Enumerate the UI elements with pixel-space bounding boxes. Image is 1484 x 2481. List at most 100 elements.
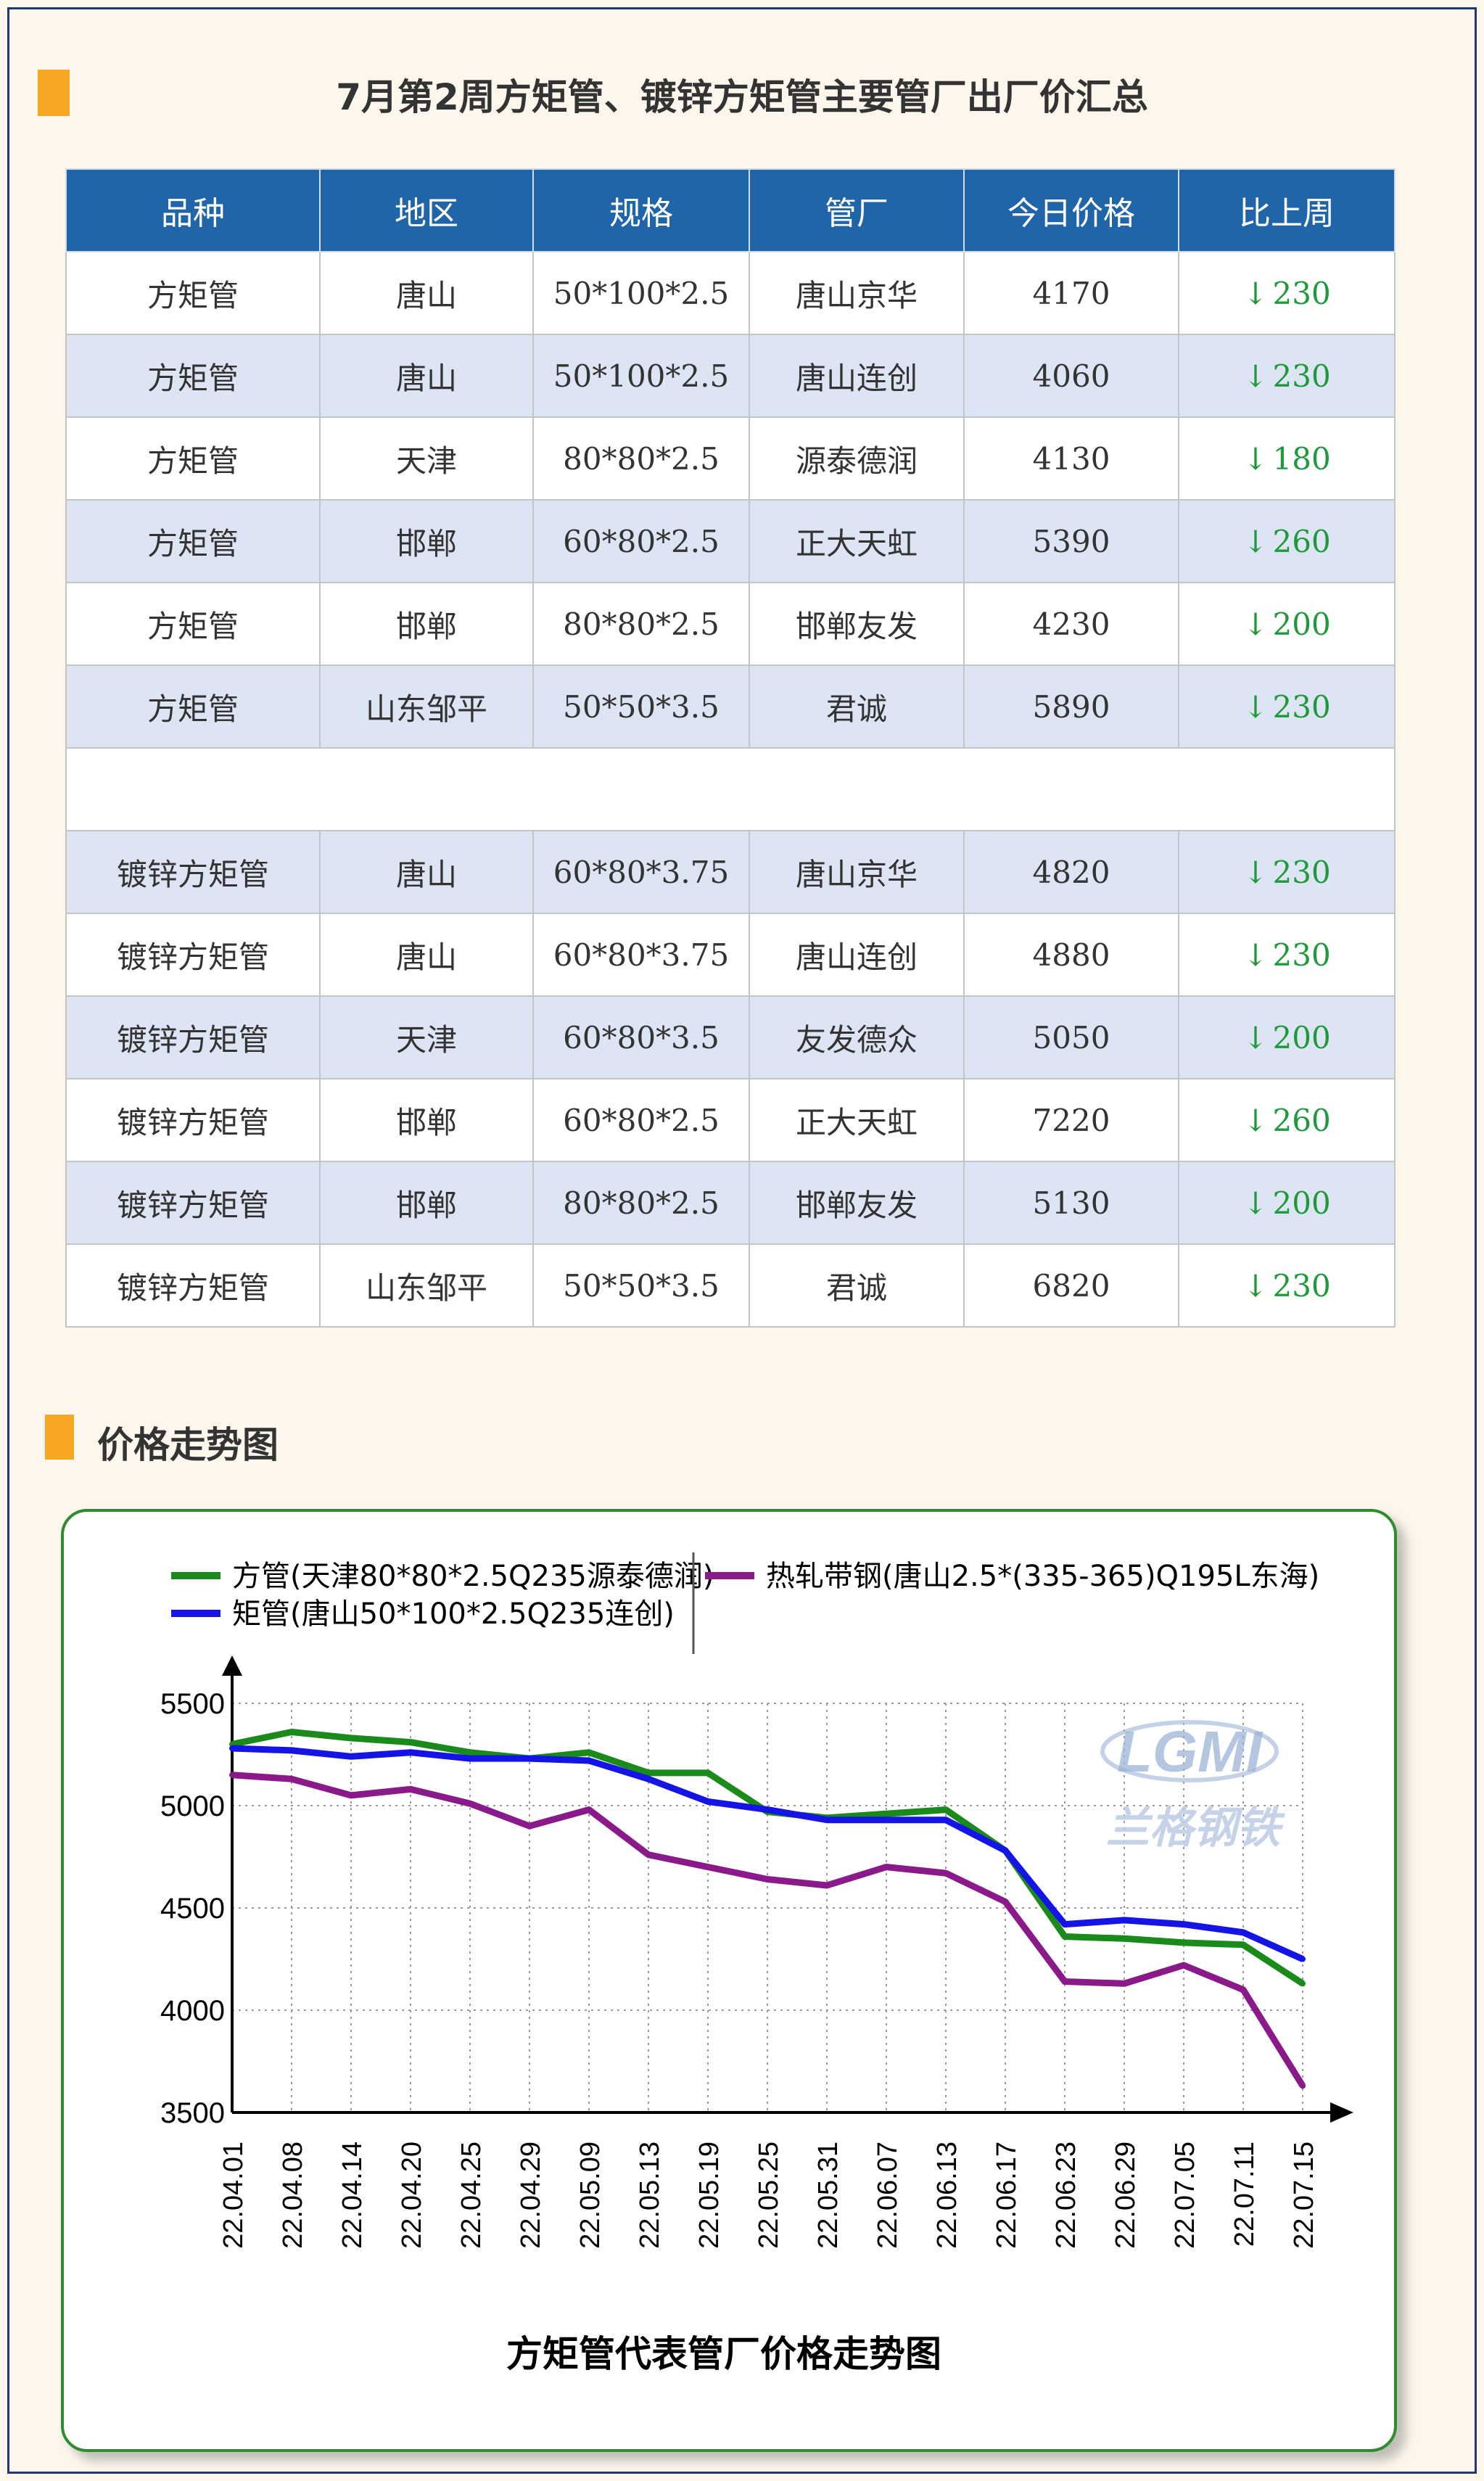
data-point (289, 1776, 294, 1782)
spec-cell: 80*80*2.5 (532, 1161, 750, 1245)
spec-cell: 50*50*3.5 (532, 1243, 750, 1328)
price-cell: 4820 (963, 830, 1179, 914)
data-point (764, 1806, 770, 1813)
column-header: 规格 (532, 168, 750, 252)
region-cell: 唐山 (319, 251, 534, 335)
data-point (943, 1806, 949, 1813)
x-tick-label: 22.05.09 (575, 2141, 606, 2249)
price-cell: 4060 (963, 334, 1179, 418)
region-cell: 邯郸 (319, 582, 534, 666)
product-cell: 方矩管 (65, 665, 321, 749)
data-point (1240, 1941, 1246, 1948)
x-tick-label: 22.07.11 (1229, 2141, 1260, 2247)
product-cell: 方矩管 (65, 499, 321, 583)
data-point (467, 1749, 473, 1756)
data-point (289, 1729, 294, 1735)
table-row: 镀锌方矩管 邯郸 80*80*2.5 邯郸友发 5130 ↓ 200 (65, 1161, 1396, 1245)
down-arrow-icon: ↓ (1242, 1102, 1269, 1138)
region-cell: 邯郸 (319, 1078, 534, 1162)
change-cell: ↓ 260 (1178, 499, 1396, 583)
mill-cell: 唐山京华 (749, 251, 965, 335)
down-arrow-icon: ↓ (1242, 1267, 1269, 1304)
mill-cell: 唐山连创 (749, 913, 965, 997)
table-row: 镀锌方矩管 邯郸 60*80*2.5 正大天虹 7220 ↓ 260 (65, 1078, 1396, 1162)
mill-cell: 君诚 (749, 665, 965, 749)
region-cell: 山东邹平 (319, 665, 534, 749)
x-tick-label: 22.04.25 (456, 2141, 487, 2249)
x-tick-label: 22.06.29 (1110, 2141, 1141, 2249)
data-point (1121, 1980, 1127, 1987)
down-arrow-icon: ↓ (1242, 606, 1269, 642)
watermark-text: 兰格钢铁 (1106, 1803, 1285, 1853)
chart-section-marker (45, 1415, 74, 1460)
change-cell: ↓ 230 (1178, 251, 1396, 335)
change-cell: ↓ 200 (1178, 1161, 1396, 1245)
mill-cell: 君诚 (749, 1243, 965, 1328)
data-point (1121, 1935, 1127, 1942)
change-cell: ↓ 230 (1178, 830, 1396, 914)
y-tick-label: 4000 (160, 1995, 225, 2027)
spec-cell: 60*80*3.5 (532, 995, 750, 1079)
change-cell: ↓ 200 (1178, 995, 1396, 1079)
data-point (1300, 2083, 1306, 2089)
product-cell: 方矩管 (65, 416, 321, 501)
x-tick-label: 22.06.13 (932, 2141, 962, 2249)
data-point (348, 1735, 354, 1741)
region-cell: 唐山 (319, 334, 534, 418)
data-point (348, 1792, 354, 1798)
region-cell: 唐山 (319, 830, 534, 914)
price-cell: 4880 (963, 913, 1179, 997)
change-value: 260 (1272, 523, 1331, 559)
price-cell: 5390 (963, 499, 1179, 583)
down-arrow-icon: ↓ (1242, 358, 1269, 394)
page-title: 7月第2周方矩管、镀锌方矩管主要管厂出厂价汇总 (336, 76, 1148, 118)
data-point (1240, 1929, 1246, 1935)
change-value: 230 (1272, 1267, 1331, 1304)
y-tick-label: 5000 (160, 1790, 225, 1822)
table-row: 方矩管 天津 80*80*2.5 源泰德润 4130 ↓ 180 (65, 416, 1396, 501)
data-point (1300, 1956, 1306, 1962)
x-tick-label: 22.07.15 (1289, 2141, 1319, 2249)
legend-label: 热轧带钢(唐山2.5*(335-365)Q195L东海) (766, 1560, 1319, 1593)
table-row: 方矩管 邯郸 80*80*2.5 邯郸友发 4230 ↓ 200 (65, 582, 1396, 666)
y-tick-label: 3500 (160, 2097, 225, 2129)
product-cell: 方矩管 (65, 582, 321, 666)
x-tick-label: 22.05.31 (813, 2141, 844, 2249)
data-point (527, 1823, 532, 1830)
data-point (646, 1769, 651, 1776)
table-row: 镀锌方矩管 唐山 60*80*3.75 唐山连创 4880 ↓ 230 (65, 913, 1396, 997)
x-tick-label: 22.04.08 (278, 2141, 308, 2249)
data-point (705, 1798, 711, 1805)
data-point (1300, 1980, 1306, 1987)
x-tick-label: 22.04.29 (516, 2141, 546, 2249)
column-header: 管厂 (749, 168, 965, 252)
change-cell: ↓ 230 (1178, 1243, 1396, 1328)
chart-section-title: 价格走势图 (97, 1424, 279, 1466)
chart-title: 方矩管代表管厂价格走势图 (506, 2333, 941, 2375)
spacer-cell (65, 747, 1396, 831)
x-tick-label: 22.07.05 (1170, 2141, 1200, 2249)
y-axis-arrow-icon (222, 1655, 242, 1676)
data-point (943, 1870, 949, 1877)
data-point (1181, 1921, 1187, 1927)
data-point (883, 1816, 889, 1823)
data-point (1121, 1917, 1127, 1923)
data-point (883, 1864, 889, 1870)
region-cell: 天津 (319, 416, 534, 501)
change-cell: ↓ 260 (1178, 1078, 1396, 1162)
x-tick-label: 22.06.17 (992, 2141, 1022, 2249)
mill-cell: 正大天虹 (749, 499, 965, 583)
change-value: 200 (1272, 1185, 1331, 1221)
spec-cell: 60*80*3.75 (532, 913, 750, 997)
spec-cell: 60*80*2.5 (532, 499, 750, 583)
spec-cell: 60*80*3.75 (532, 830, 750, 914)
change-value: 230 (1272, 688, 1331, 725)
data-point (646, 1776, 651, 1782)
spec-cell: 50*50*3.5 (532, 665, 750, 749)
data-point (348, 1753, 354, 1760)
mill-cell: 正大天虹 (749, 1078, 965, 1162)
product-cell: 镀锌方矩管 (65, 1161, 321, 1245)
mill-cell: 唐山连创 (749, 334, 965, 418)
table-row: 方矩管 唐山 50*100*2.5 唐山京华 4170 ↓ 230 (65, 251, 1396, 335)
